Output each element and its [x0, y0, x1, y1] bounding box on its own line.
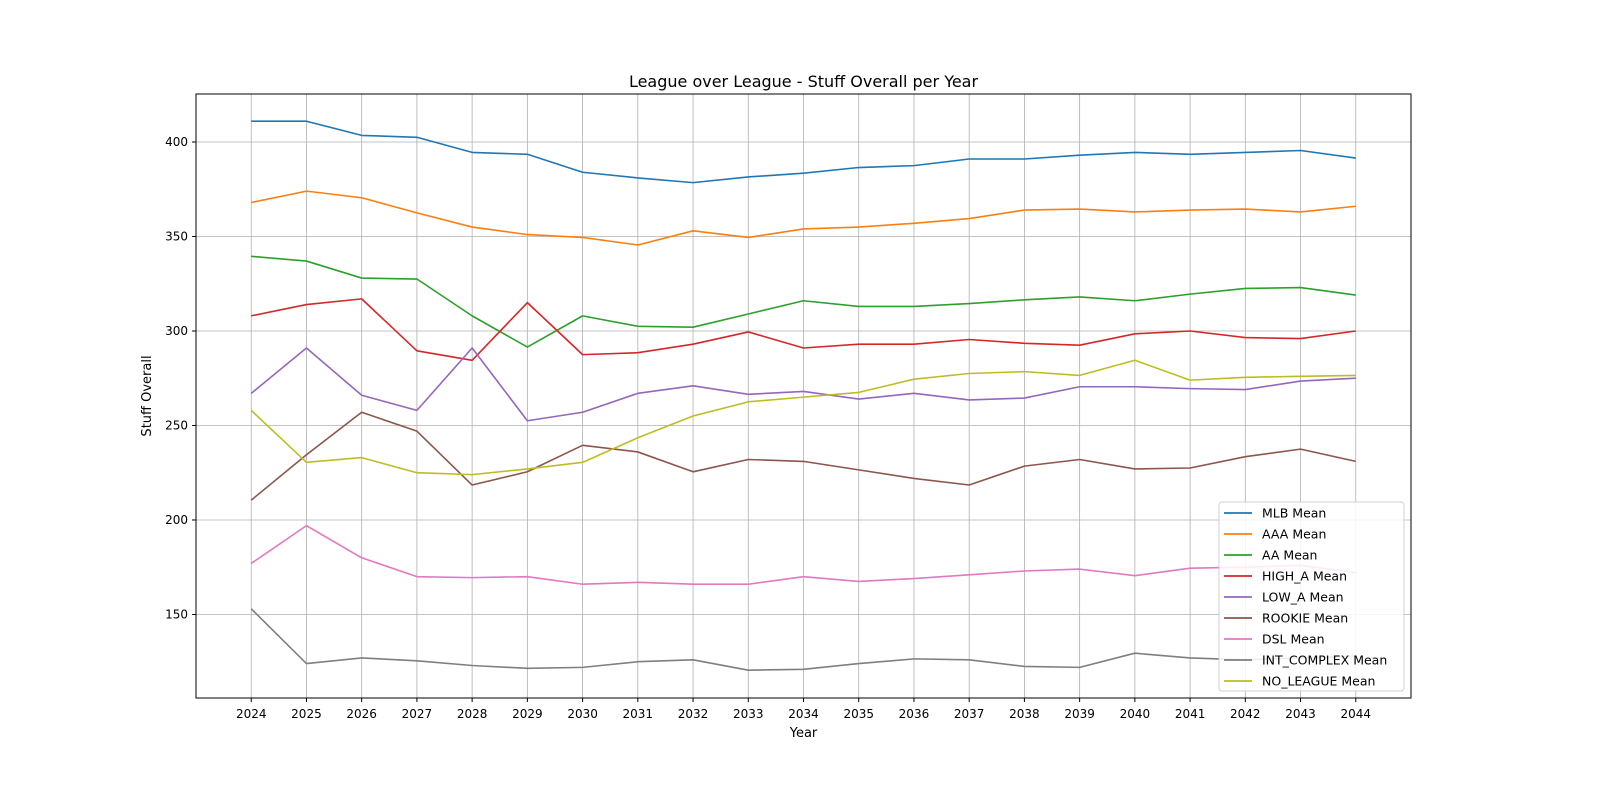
y-tick-label: 300	[165, 324, 188, 338]
legend-label: ROOKIE Mean	[1262, 611, 1348, 626]
legend-entry: HIGH_A Mean	[1224, 569, 1347, 584]
legend-label: NO_LEAGUE Mean	[1262, 674, 1375, 689]
legend-entry: ROOKIE Mean	[1224, 611, 1348, 626]
y-tick-label: 200	[165, 513, 188, 527]
x-tick-label: 2028	[457, 707, 488, 721]
series-line-aa-mean	[251, 255, 1356, 348]
x-tick-label: 2039	[1064, 707, 1095, 721]
legend-label: INT_COMPLEX Mean	[1262, 653, 1387, 668]
x-tick-label: 2030	[567, 707, 598, 721]
x-tick-label: 2032	[678, 707, 709, 721]
legend-label: LOW_A Mean	[1262, 590, 1344, 605]
y-tick-label: 350	[165, 229, 188, 243]
legend-label: AAA Mean	[1262, 527, 1326, 542]
x-tick-label: 2024	[236, 707, 267, 721]
legend-entry: AAA Mean	[1224, 527, 1326, 542]
x-tick-label: 2035	[843, 707, 874, 721]
series-line-high-a-mean	[251, 298, 1356, 362]
series-line-no-league-mean	[250, 359, 1356, 476]
series-line-aaa-mean	[251, 190, 1356, 246]
legend-entry: NO_LEAGUE Mean	[1224, 674, 1375, 689]
x-axis-label: Year	[789, 726, 818, 741]
y-tick-label: 400	[165, 135, 188, 149]
x-tick-label: 2025	[291, 707, 322, 721]
legend-entry: INT_COMPLEX Mean	[1224, 653, 1387, 668]
x-tick-label: 2034	[788, 707, 819, 721]
x-tick-label: 2033	[733, 707, 764, 721]
y-axis-label: Stuff Overall	[140, 355, 155, 436]
x-tick-label: 2038	[1009, 707, 1040, 721]
series-line-rookie-mean	[250, 411, 1356, 501]
series-line-mlb-mean	[251, 120, 1356, 184]
legend-box	[1218, 501, 1405, 692]
x-tick-label: 2027	[402, 707, 433, 721]
series-lines	[250, 120, 1356, 672]
chart-title: League over League - Stuff Overall per Y…	[629, 72, 979, 91]
series-line-dsl-mean	[250, 524, 1356, 586]
legend-label: DSL Mean	[1262, 632, 1325, 647]
x-tick-label: 2037	[954, 707, 985, 721]
x-tick-label: 2041	[1175, 707, 1206, 721]
x-tick-label: 2026	[346, 707, 377, 721]
legend-entry: DSL Mean	[1224, 632, 1325, 647]
legend-label: MLB Mean	[1262, 506, 1326, 521]
x-tick-label: 2040	[1120, 707, 1151, 721]
x-axis: 2024 2025 2026 2027 2028 2029 2030 2031 2032 2033…	[236, 698, 1371, 721]
x-tick-label: 2036	[899, 707, 930, 721]
x-tick-label: 2043	[1285, 707, 1316, 721]
series-line-low-a-mean	[250, 347, 1356, 422]
x-tick-label: 2029	[512, 707, 543, 721]
x-tick-label: 2031	[623, 707, 654, 721]
legend-label: AA Mean	[1262, 548, 1317, 563]
legend-entry: MLB Mean	[1224, 506, 1326, 521]
legend: MLB Mean AAA Mean AA Mean HIGH_A Mean LOW_A …	[1218, 501, 1405, 692]
y-tick-label: 250	[165, 418, 188, 432]
series-line-int-complex-mean	[250, 608, 1356, 672]
legend-entry: AA Mean	[1224, 548, 1317, 563]
x-tick-label: 2042	[1230, 707, 1261, 721]
x-tick-label: 2044	[1340, 707, 1371, 721]
y-tick-label: 150	[165, 607, 188, 621]
legend-label: HIGH_A Mean	[1262, 569, 1347, 584]
y-axis: 150 200 250 300 350 400	[165, 135, 196, 621]
legend-entry: LOW_A Mean	[1224, 590, 1344, 605]
